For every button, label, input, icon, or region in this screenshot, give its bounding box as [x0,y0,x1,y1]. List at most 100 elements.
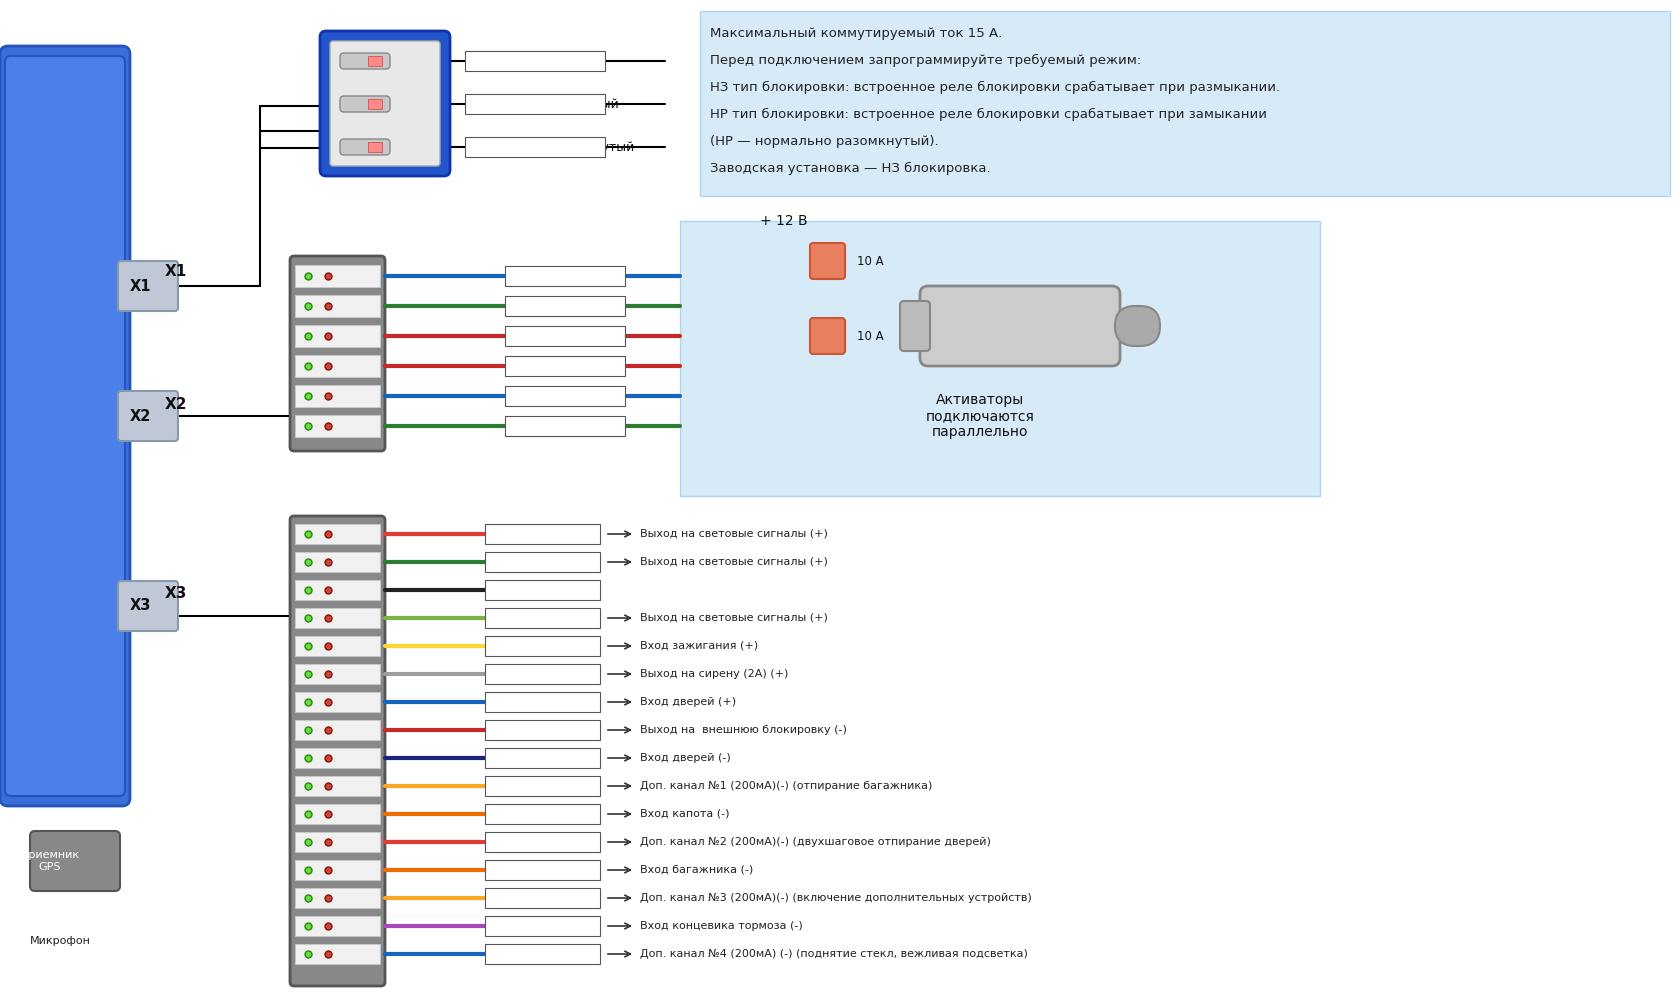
Text: Перед подключением запрограммируйте требуемый режим:: Перед подключением запрограммируйте треб… [709,53,1141,66]
Text: Вход дверей (-): Вход дверей (-) [640,753,731,763]
Text: 10 А: 10 А [820,331,845,341]
Bar [486,692,600,712]
Text: оранжево-белый: оранжево-белый [489,863,595,876]
Bar [294,636,380,656]
FancyBboxPatch shape [810,318,845,354]
Bar [294,265,380,287]
Bar [294,804,380,824]
Text: 10 А: 10 А [857,255,884,268]
Bar [486,832,600,852]
Text: НЗ тип блокировки: встроенное реле блокировки срабатывает при размыкании.: НЗ тип блокировки: встроенное реле блоки… [709,80,1280,94]
Bar [294,720,380,740]
FancyBboxPatch shape [118,391,178,441]
FancyBboxPatch shape [339,139,390,155]
Bar [294,916,380,936]
Text: черный: черный [489,583,536,597]
Text: сине-черный: сине-черный [509,389,595,402]
Bar [699,11,1668,196]
Text: желто-белый: желто-белый [489,891,573,904]
Text: Доп. канал №1 (200мА)(-) (отпирание багажника): Доп. канал №1 (200мА)(-) (отпирание бага… [640,781,932,791]
Bar [504,356,625,376]
Bar [486,580,600,600]
FancyBboxPatch shape [291,516,385,986]
Text: черно-красный: черно-красный [489,723,585,736]
Text: зеленый: зеленый [509,300,566,313]
FancyBboxPatch shape [919,286,1119,366]
FancyBboxPatch shape [339,96,390,112]
Text: Вход зажигания (+): Вход зажигания (+) [640,641,758,651]
Text: желто-черный: желто-черный [489,780,580,793]
Bar [294,552,380,572]
Bar [486,944,600,964]
Text: 10 А: 10 А [820,256,845,266]
Bar [486,524,600,544]
FancyBboxPatch shape [118,581,178,631]
Bar [504,416,625,436]
Bar [294,692,380,712]
Text: Выход на сирену (2А) (+): Выход на сирену (2А) (+) [640,669,788,679]
Text: сине-черный: сине-черный [489,751,570,765]
Text: синий: синий [509,270,549,283]
Bar [486,636,600,656]
FancyBboxPatch shape [30,831,119,891]
Bar [486,776,600,796]
Text: оранжево-серый: оранжево-серый [489,808,595,821]
Text: + 12 В: + 12 В [759,214,806,228]
Text: Вход капота (-): Вход капота (-) [640,809,729,819]
Text: Доп. канал №3 (200мА)(-) (включение дополнительных устройств): Доп. канал №3 (200мА)(-) (включение допо… [640,893,1032,903]
FancyBboxPatch shape [339,53,390,69]
Bar [294,748,380,768]
Bar [294,355,380,377]
Text: желто-красный: желто-красный [489,836,586,848]
Bar [486,916,600,936]
Text: общий: общий [470,54,512,67]
Text: НР тип блокировки: встроенное реле блокировки срабатывает при замыкании: НР тип блокировки: встроенное реле блоки… [709,108,1267,121]
Text: синий: синий [489,948,528,961]
Bar [465,94,605,114]
Bar [486,552,600,572]
Text: Выход на световые сигналы (+): Выход на световые сигналы (+) [640,557,827,567]
FancyBboxPatch shape [0,46,129,806]
Text: Вход концевика тормоза (-): Вход концевика тормоза (-) [640,921,803,931]
Bar [294,580,380,600]
Text: X2: X2 [129,408,151,424]
Text: (НР — нормально разомкнутый).: (НР — нормально разомкнутый). [709,135,937,148]
Bar [294,608,380,628]
Bar [504,386,625,406]
Text: зелено-желтый: зелено-желтый [489,612,586,625]
Text: зелено-черный: зелено-черный [489,555,585,568]
FancyBboxPatch shape [810,243,845,279]
Bar [294,944,380,964]
Bar [294,524,380,544]
Bar [486,664,600,684]
Bar [504,266,625,286]
Bar [294,888,380,908]
Bar [294,860,380,880]
Text: X3: X3 [129,599,151,614]
Text: серый: серый [489,668,528,680]
Text: Доп. канал №2 (200мА)(-) (двухшаговое отпирание дверей): Доп. канал №2 (200мА)(-) (двухшаговое от… [640,837,990,847]
Bar [680,221,1319,496]
Text: Приемник
GPS: Приемник GPS [20,850,79,872]
Text: Вход дверей (+): Вход дверей (+) [640,697,736,707]
FancyBboxPatch shape [1114,306,1159,346]
Bar [294,295,380,317]
Text: Выход на световые сигналы (+): Выход на световые сигналы (+) [640,529,827,539]
Text: 10 А: 10 А [857,330,884,342]
Text: X2: X2 [165,396,188,411]
Text: черно-красный: черно-красный [509,330,610,342]
Text: сине-красный: сине-красный [489,695,576,708]
Bar [294,385,380,407]
Text: красный: красный [489,527,543,540]
Bar [294,832,380,852]
Text: оранж.-фиолет.: оранж.-фиолет. [489,919,588,933]
Text: Выход на световые сигналы (+): Выход на световые сигналы (+) [640,613,827,623]
FancyBboxPatch shape [291,256,385,451]
Bar [486,720,600,740]
Bar [294,776,380,796]
FancyBboxPatch shape [118,261,178,311]
Bar [368,56,381,66]
Bar [486,748,600,768]
Bar [368,99,381,109]
Bar [504,296,625,316]
